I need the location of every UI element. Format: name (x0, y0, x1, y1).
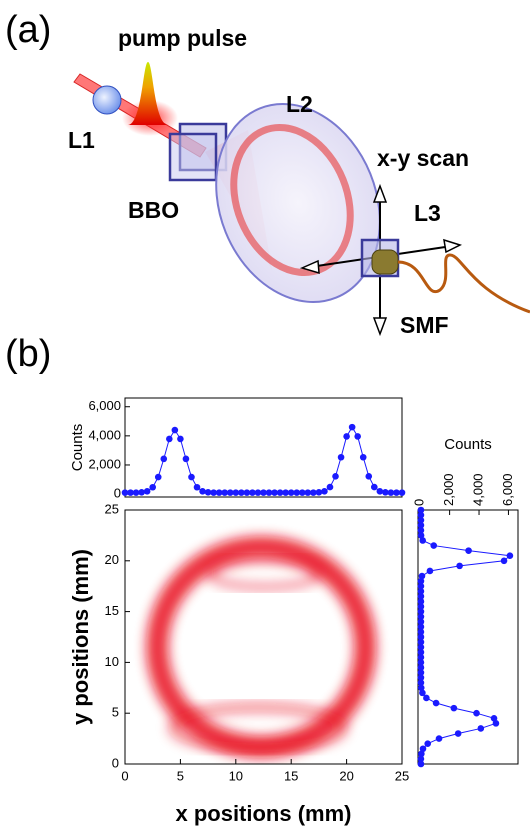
data-point (138, 489, 145, 496)
figure: (a) pump pulse L1 L2 BBO x-y scan L3 SMF… (0, 0, 530, 833)
data-point (456, 563, 463, 570)
data-point (491, 715, 498, 722)
x-tick-label: 10 (229, 768, 243, 783)
x-axis-title: x positions (mm) (175, 801, 351, 826)
data-point (427, 568, 434, 575)
label: L2 (286, 91, 313, 117)
data-point (144, 488, 151, 495)
data-point (436, 735, 443, 742)
ring-top (210, 559, 320, 587)
y-axis-title: Counts (69, 424, 86, 472)
y-tick-label: 0 (112, 755, 119, 770)
lens-l1 (93, 86, 121, 114)
x-tick-label: 4,000 (470, 473, 485, 506)
data-point (465, 547, 472, 554)
x-axis-title: Counts (444, 436, 492, 453)
data-point (377, 488, 384, 495)
data-point (455, 730, 462, 737)
data-point (477, 725, 484, 732)
data-point (316, 489, 323, 496)
panel-label: (a) (5, 9, 51, 51)
y-tick-label: 2,000 (88, 456, 121, 471)
panel-label: (b) (5, 333, 51, 375)
data-point (365, 473, 372, 480)
label: BBO (128, 197, 179, 223)
y-tick-label: 25 (105, 501, 119, 516)
data-point (166, 436, 173, 443)
data-point (430, 542, 437, 549)
y-axis-title: y positions (mm) (68, 549, 93, 725)
x-tick-label: 0 (121, 768, 128, 783)
data-point (507, 552, 514, 559)
x-tick-label: 5 (177, 768, 184, 783)
data-point (183, 456, 190, 463)
x-tick-label: 25 (395, 768, 409, 783)
data-point (155, 474, 162, 481)
data-point (424, 740, 431, 747)
y-tick-label: 4,000 (88, 427, 121, 442)
label: L1 (68, 127, 95, 153)
data-point (433, 700, 440, 707)
data-point (399, 489, 406, 496)
setup-diagram: (a) pump pulse L1 L2 BBO x-y scan L3 SMF… (5, 9, 530, 375)
x-tick-label: 20 (339, 768, 353, 783)
y-tick-label: 20 (105, 552, 119, 567)
data-point (371, 484, 378, 491)
data-point (188, 474, 195, 481)
y-tick-label: 10 (105, 654, 119, 669)
label: x-y scan (377, 145, 469, 171)
arrowhead (374, 318, 386, 334)
label: SMF (400, 312, 449, 338)
y-tick-label: 6,000 (88, 398, 121, 413)
l3-lens (372, 250, 398, 274)
label: pump pulse (118, 25, 247, 51)
data-point (199, 488, 206, 495)
label: L3 (414, 200, 441, 226)
x-tick-label: 2,000 (441, 473, 456, 506)
data-point (451, 705, 458, 712)
data-point (349, 424, 356, 431)
arrowhead (444, 240, 460, 252)
data-point (343, 433, 350, 440)
data-point (194, 484, 201, 491)
data-point (418, 507, 425, 514)
bbo-front (170, 134, 216, 180)
data-point (177, 436, 184, 443)
data-point (172, 427, 179, 434)
data-point (473, 710, 480, 717)
y-tick-label: 15 (105, 603, 119, 618)
x-tick-label: 0 (412, 499, 427, 506)
y-tick-label: 5 (112, 705, 119, 720)
data-point (338, 454, 345, 461)
data-point (321, 488, 328, 495)
data-point (354, 433, 361, 440)
y-tick-label: 0 (114, 486, 121, 501)
data-point (419, 573, 426, 580)
data-point (420, 745, 427, 752)
data-point (332, 473, 339, 480)
x-tick-label: 6,000 (500, 473, 515, 506)
fiber (398, 255, 530, 312)
data-point (327, 484, 334, 491)
data-point (149, 484, 156, 491)
x-tick-label: 15 (284, 768, 298, 783)
data-point (360, 454, 367, 461)
heatmap-image (157, 547, 365, 747)
data-point (501, 558, 508, 565)
data-point (160, 456, 167, 463)
